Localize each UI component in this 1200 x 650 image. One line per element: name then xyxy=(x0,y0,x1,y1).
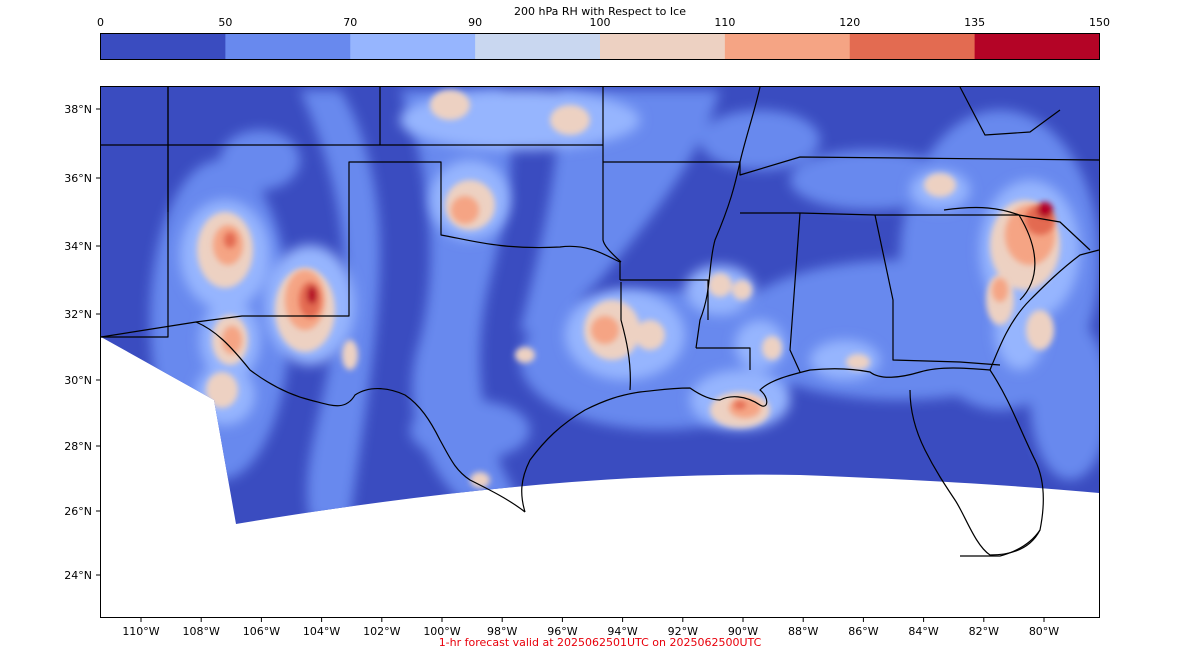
colorbar-level-50: 50 xyxy=(218,16,232,29)
lon-label: 84°W xyxy=(908,625,938,638)
lon-label: 88°W xyxy=(788,625,818,638)
florida-keys xyxy=(960,529,1041,557)
oklahoma-arkansas-border xyxy=(602,145,622,263)
lat-label: 34°N xyxy=(64,240,92,253)
alabama-georgia-border xyxy=(874,214,1001,366)
colorbar-level-120: 120 xyxy=(839,16,860,29)
colorbar: 0 50 70 90 100 110 120 135 150 xyxy=(97,16,1110,60)
lon-label: 86°W xyxy=(848,625,878,638)
forecast-valid-caption: 1-hr forecast valid at 2025062501UTC on … xyxy=(438,636,762,649)
lon-label: 108°W xyxy=(183,625,220,638)
lat-label: 24°N xyxy=(64,569,92,582)
lon-label: 100°W xyxy=(423,625,460,638)
lon-label: 94°W xyxy=(607,625,637,638)
lon-label: 82°W xyxy=(969,625,999,638)
latitude-labels: 38°N 36°N 34°N 32°N 30°N 28°N 26°N 24°N xyxy=(64,103,100,582)
lon-label: 110°W xyxy=(122,625,159,638)
lon-label: 102°W xyxy=(363,625,400,638)
coastline xyxy=(100,249,1100,557)
lat-label: 32°N xyxy=(64,308,92,321)
arizona-new-mexico-border xyxy=(101,87,169,338)
northern-tier-border xyxy=(603,156,1100,176)
texas-louisiana-border-south xyxy=(620,282,631,391)
new-mexico-texas-oklahoma-border xyxy=(195,161,621,323)
mexico-border xyxy=(100,321,526,513)
longitude-labels: 110°W 108°W 106°W 104°W 102°W 100°W 98°W 96°W 94… xyxy=(122,618,1059,638)
colorbar-level-135: 135 xyxy=(964,16,985,29)
tennessee-border xyxy=(740,212,1019,216)
colorbar-level-90: 90 xyxy=(468,16,482,29)
colorbar-swatch-3 xyxy=(475,33,601,60)
kentucky-virginia-border xyxy=(959,86,1061,136)
mississippi-alabama-border xyxy=(789,212,801,373)
colorbar-level-100: 100 xyxy=(590,16,611,29)
colorbar-level-70: 70 xyxy=(343,16,357,29)
colorbar-level-0: 0 xyxy=(97,16,104,29)
map-frame xyxy=(100,86,1100,618)
gulf-atlantic-coast xyxy=(521,367,1044,556)
colorbar-title: 200 hPa RH with Respect to Ice xyxy=(514,5,686,18)
rh-field xyxy=(101,87,1099,524)
lat-label: 38°N xyxy=(64,103,92,116)
colorbar-level-110: 110 xyxy=(714,16,735,29)
colorbar-swatch-1 xyxy=(225,33,351,60)
north-carolina-border xyxy=(1018,214,1091,251)
rh-regions-peak xyxy=(224,202,1055,409)
lon-label: 104°W xyxy=(303,625,340,638)
lat-label: 30°N xyxy=(64,374,92,387)
lon-label: 92°W xyxy=(668,625,698,638)
lon-label: 98°W xyxy=(487,625,517,638)
georgia-carolina-border xyxy=(943,206,1036,301)
lat-label: 26°N xyxy=(64,505,92,518)
lat-label: 36°N xyxy=(64,172,92,185)
texas-louisiana-border xyxy=(620,279,709,320)
colorbar-swatch-5 xyxy=(724,33,851,60)
colorbar-swatch-4 xyxy=(600,33,726,60)
mississippi-river xyxy=(695,86,761,349)
lon-label: 80°W xyxy=(1029,625,1059,638)
colorbar-swatch-2 xyxy=(350,33,476,60)
lat-label: 28°N xyxy=(64,440,92,453)
colorbar-swatch-7 xyxy=(974,33,1100,60)
lon-label: 90°W xyxy=(728,625,758,638)
state-borders xyxy=(101,86,1100,391)
colorbar-swatch-0 xyxy=(100,33,226,60)
colorbar-frame xyxy=(100,33,1100,60)
colorbar-swatch-6 xyxy=(849,33,976,60)
colorbar-swatches xyxy=(100,33,1100,60)
louisiana-mississippi-border xyxy=(696,347,751,370)
colorbar-level-150: 150 xyxy=(1089,16,1110,29)
lon-label: 96°W xyxy=(547,625,577,638)
atlantic-coast-north xyxy=(989,249,1100,371)
lon-label: 106°W xyxy=(243,625,280,638)
colorbar-tick-labels: 0 50 70 90 100 110 120 135 150 xyxy=(97,16,1110,29)
